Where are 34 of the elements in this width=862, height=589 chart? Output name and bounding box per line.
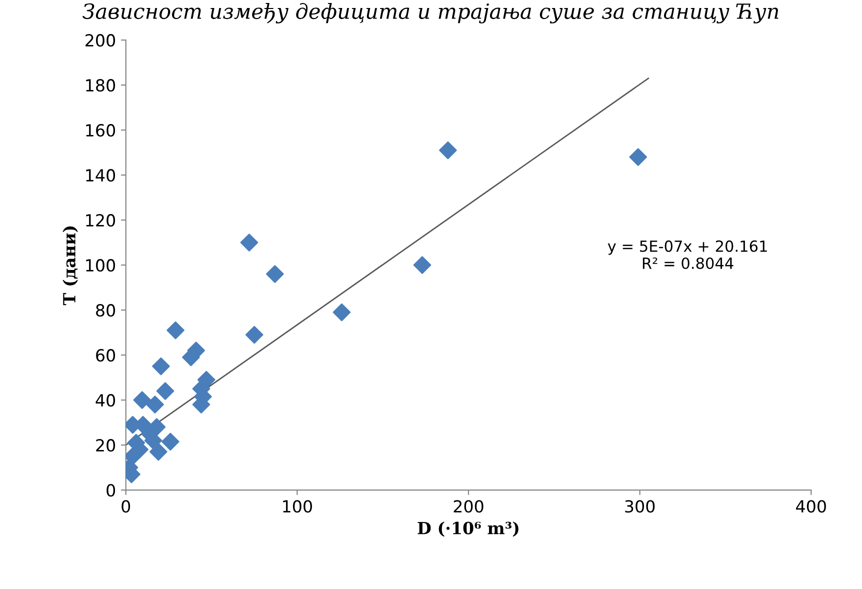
y-tick-label: 20 bbox=[96, 439, 116, 452]
y-tick-label: 180 bbox=[86, 79, 116, 92]
y-tick-label: 60 bbox=[96, 349, 116, 362]
point bbox=[266, 265, 284, 283]
point bbox=[149, 442, 168, 461]
y-tick-label: 160 bbox=[86, 124, 116, 137]
chart-title: Зависност између дефицита и трајања суше за станицу Ћуп bbox=[82, 2, 778, 24]
point bbox=[332, 303, 351, 322]
y-tick-label: 120 bbox=[86, 214, 116, 227]
point bbox=[166, 321, 184, 340]
annotation: y = 5E-07x + 20.161 R² = 0.8044 bbox=[608, 240, 767, 270]
point bbox=[133, 391, 152, 409]
point bbox=[413, 256, 432, 274]
point bbox=[146, 396, 164, 414]
y-tick-label: 40 bbox=[96, 394, 116, 407]
y-tick-label: 140 bbox=[86, 169, 116, 182]
y-tick-label: 0 bbox=[106, 484, 116, 497]
point bbox=[161, 432, 180, 451]
y-axis-title: T (дани) bbox=[62, 226, 78, 306]
point bbox=[152, 357, 170, 376]
point bbox=[439, 141, 457, 160]
x-tick-label: 100 bbox=[283, 500, 312, 513]
point bbox=[245, 326, 264, 344]
x-tick-label: 400 bbox=[796, 500, 826, 513]
x-axis-title: D (·10⁶ m³) bbox=[418, 521, 518, 537]
y-tick-label: 100 bbox=[86, 259, 116, 272]
x-tick-label: 0 bbox=[122, 500, 130, 513]
y-tick-label: 200 bbox=[86, 34, 116, 47]
y-tick-label: 80 bbox=[96, 304, 116, 317]
x-tick-label: 200 bbox=[454, 500, 484, 513]
point bbox=[156, 382, 174, 400]
point bbox=[629, 148, 648, 166]
x-tick-label: 300 bbox=[625, 500, 655, 513]
point bbox=[240, 234, 258, 252]
